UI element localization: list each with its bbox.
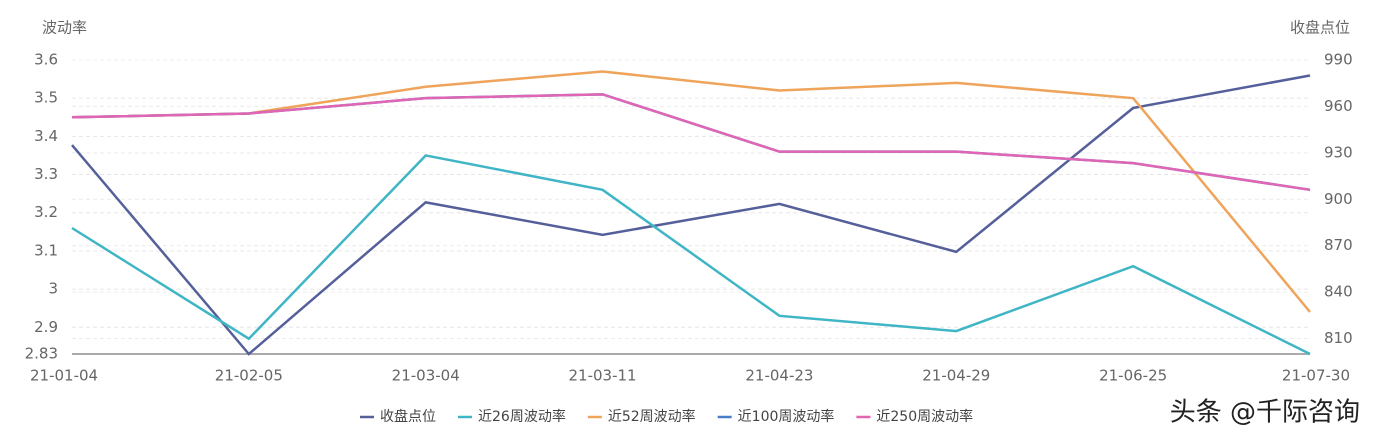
y-tick-label: 3.2	[34, 203, 58, 221]
y2-tick-label: 930	[1324, 143, 1353, 161]
legend-label: 近26周波动率	[478, 408, 566, 425]
series-line	[71, 70, 1311, 313]
legend-label: 收盘点位	[380, 408, 436, 425]
y2-tick-label: 900	[1324, 190, 1353, 208]
x-tick-label: 21-07-30	[1282, 367, 1350, 385]
y2-tick-label: 840	[1324, 283, 1353, 301]
y-tick-label: 2.83	[25, 345, 58, 363]
legend-label: 近100周波动率	[738, 408, 835, 425]
x-tick-label: 21-01-04	[30, 367, 98, 385]
y2-tick-label: 870	[1324, 236, 1353, 254]
y-tick-label: 3.6	[34, 51, 58, 69]
series-line	[71, 154, 1311, 356]
y-tick-label: 3	[48, 280, 58, 298]
y-tick-label: 3.3	[34, 165, 58, 183]
y2-tick-label: 810	[1324, 329, 1353, 347]
series-line	[71, 93, 1311, 192]
y2-tick-label: 960	[1324, 97, 1353, 115]
x-tick-label: 21-06-25	[1099, 367, 1167, 385]
legend-label: 近250周波动率	[876, 408, 973, 425]
x-tick-label: 21-04-23	[745, 367, 813, 385]
x-tick-label: 21-03-11	[569, 367, 637, 385]
x-tick-label: 21-04-29	[922, 367, 990, 385]
x-tick-label: 21-02-05	[215, 367, 283, 385]
legend-label: 近52周波动率	[608, 408, 696, 425]
x-tick-label: 21-03-04	[392, 367, 460, 385]
y-tick-label: 3.5	[34, 89, 58, 107]
series-line	[71, 74, 1311, 356]
y-axis-label: 波动率	[42, 19, 87, 37]
y-tick-label: 3.4	[34, 127, 58, 145]
y-tick-label: 2.9	[34, 318, 58, 336]
watermark: 头条 @千际咨询	[1170, 398, 1360, 428]
y2-axis-label: 收盘点位	[1290, 19, 1350, 37]
y2-tick-label: 990	[1324, 51, 1353, 69]
y-tick-label: 3.1	[34, 241, 58, 259]
